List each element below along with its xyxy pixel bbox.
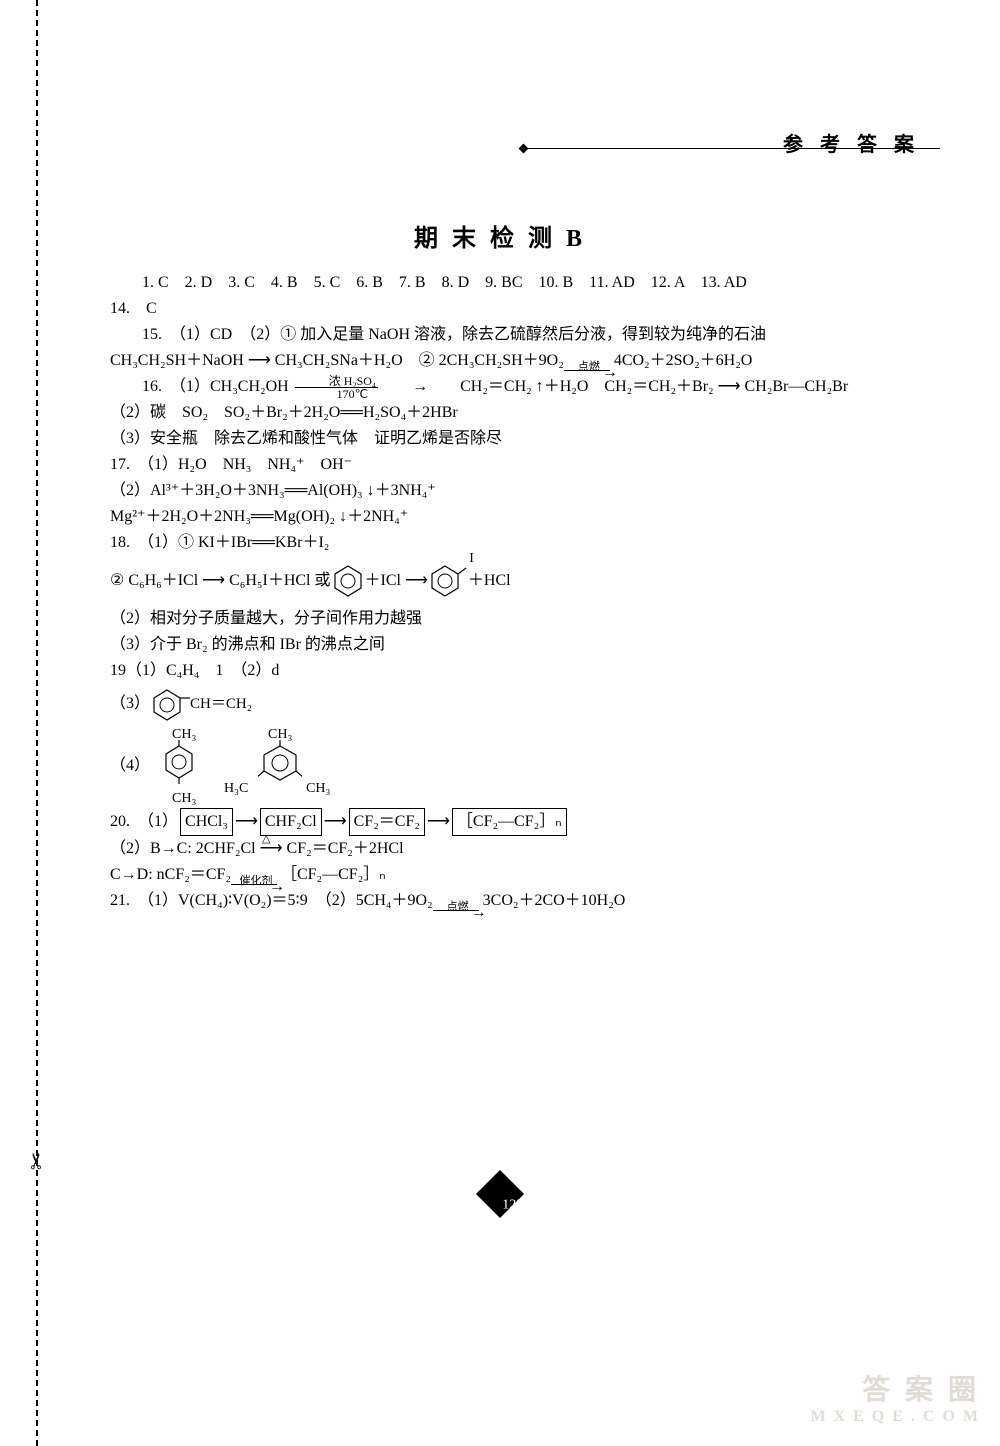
q21: 21. （1）V(CH₄)∶V(O₂)＝5∶9 （2）5CH₄＋9O₂ 点燃 3… bbox=[110, 888, 900, 914]
rhs: 4CO₂＋2SO₂＋6H₂O bbox=[614, 348, 753, 374]
q15-eq: CH₃CH₂SH＋NaOH ⟶ CH₃CH₂SNa＋H₂O ② 2CH₃CH₂S… bbox=[110, 348, 900, 374]
q16-2: （2）碳 SO₂ SO₂＋Br₂＋2H₂O══H₂SO₄＋2HBr bbox=[110, 400, 900, 426]
benzene-sub-icon bbox=[428, 562, 468, 600]
q16-1: 16. （1）CH₃CH₂OH 浓 H₂SO₄ 170℃ → CH₂＝CH₂ ↑… bbox=[110, 374, 900, 400]
q15-1: 15. （1）CD （2）① 加入足量 NaOH 溶液，除去乙硫醇然后分液，得到… bbox=[110, 322, 900, 348]
q19-4: （4） CH₃ CH₃ CH₃ H₃C CH₃ bbox=[110, 724, 900, 808]
cond-frac: 浓 H₂SO₄ 170℃ bbox=[295, 375, 378, 400]
q20-2: △ （2）B→C: 2CHF₂Cl ⟶ CF₂＝CF₂＋2HCl bbox=[110, 836, 900, 862]
para-xylene-icon bbox=[162, 740, 196, 790]
page-title: 期 末 检 测 B bbox=[0, 218, 1000, 253]
q17-1: 17. （1）H₂O NH₃ NH₄⁺ OH⁻ bbox=[110, 452, 900, 478]
q18-3: （2）相对分子质量越大，分子间作用力越强 bbox=[110, 606, 900, 632]
watermark: 答 案 圈 M X E Q E . C O M bbox=[810, 1368, 980, 1426]
left-margin-dashes bbox=[36, 0, 38, 1446]
q20-3: C→D: nCF₂＝CF₂ 催化剂 ［CF₂—CF₂］ₙ bbox=[110, 862, 900, 888]
q18-4: （3）介于 Br₂ 的沸点和 IBr 的沸点之间 bbox=[110, 632, 900, 658]
q20-1: 20. （1） CHCl₃⟶ CHF₂Cl⟶ CF₂＝CF₂⟶ ［CF₂—CF₂… bbox=[110, 808, 900, 836]
q18-1: 18. （1）① KI＋IBr══KBr＋I₂ bbox=[110, 530, 900, 556]
trimethyl-benzene-icon bbox=[258, 740, 302, 790]
q16-3: （3）安全瓶 除去乙烯和酸性气体 证明乙烯是否除尽 bbox=[110, 426, 900, 452]
lhs: CH₃CH₂SH＋NaOH ⟶ CH₃CH₂SNa＋H₂O ② 2CH₃CH₂S… bbox=[110, 348, 564, 374]
header-label: 参 考 答 案 bbox=[783, 128, 920, 157]
q14: 14. C bbox=[110, 296, 900, 322]
q17-2: （2）Al³⁺＋3H₂O＋3NH₃══Al(OH)₃ ↓＋3NH₄⁺ bbox=[110, 478, 900, 504]
page-number: 123 bbox=[0, 1177, 1000, 1216]
mcq-line: 1. C 2. D 3. C 4. B 5. C 6. B 7. B 8. D … bbox=[110, 270, 900, 296]
scissor-icon: ✂ bbox=[24, 1152, 50, 1170]
q19-1: 19（1）C₄H₄ 1 （2）d bbox=[110, 658, 900, 684]
benzene-icon bbox=[150, 684, 190, 724]
q17-3: Mg²⁺＋2H₂O＋2NH₃══Mg(OH)₂ ↓＋2NH₄⁺ bbox=[110, 504, 900, 530]
content: 1. C 2. D 3. C 4. B 5. C 6. B 7. B 8. D … bbox=[110, 270, 900, 914]
q18-2: ② C₆H₆＋ICl ⟶ C₆H₅I＋HCl 或 ＋ICl ⟶ I ＋HCl bbox=[110, 562, 900, 600]
q19-3: （3） CH＝CH₂ bbox=[110, 684, 900, 724]
header-dot bbox=[519, 144, 529, 154]
benzene-icon bbox=[331, 562, 365, 600]
